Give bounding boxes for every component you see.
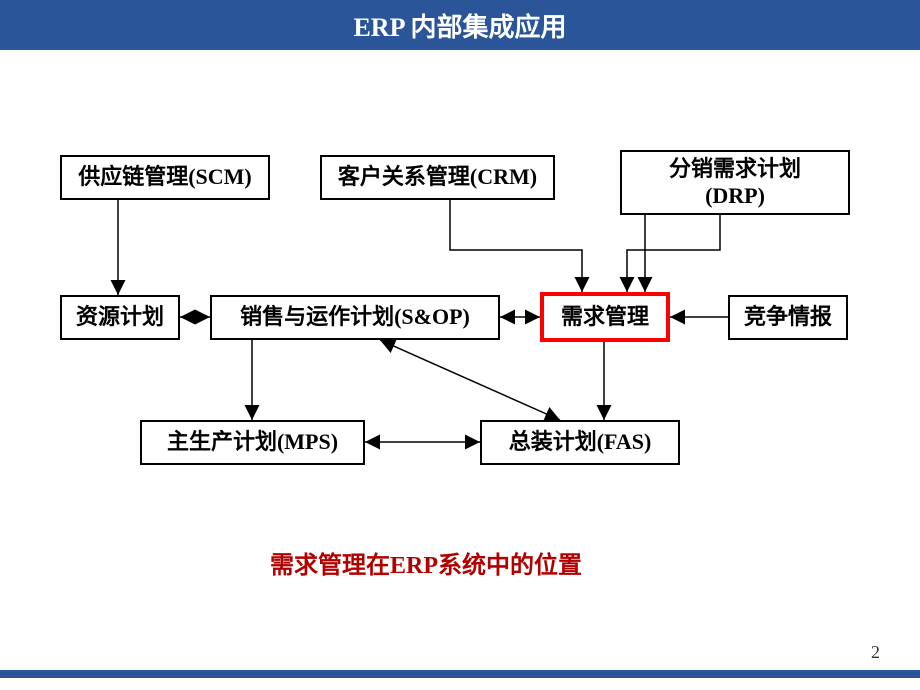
node-label: 需求管理 — [561, 304, 649, 330]
node-scm: 供应链管理(SCM) — [60, 155, 270, 200]
page-title: ERP 内部集成应用 — [353, 7, 566, 44]
edge-crm-dm — [450, 200, 582, 292]
node-crm: 客户关系管理(CRM) — [320, 155, 555, 200]
node-label: 总装计划(FAS) — [509, 429, 652, 455]
node-label: 分销需求计划 — [669, 156, 801, 182]
node-label: 竞争情报 — [744, 304, 832, 330]
node-label: 主生产计划(MPS) — [167, 429, 338, 455]
node-dm: 需求管理 — [540, 292, 670, 342]
footer-line — [0, 670, 920, 678]
node-res: 资源计划 — [60, 295, 180, 340]
node-label: 供应链管理(SCM) — [78, 164, 252, 190]
page-number: 2 — [871, 642, 880, 663]
header-bar: ERP 内部集成应用 — [0, 0, 920, 50]
node-label-2: (DRP) — [705, 183, 765, 209]
subtitle-text: 需求管理在ERP系统中的位置 — [270, 545, 582, 580]
node-mps: 主生产计划(MPS) — [140, 420, 365, 465]
node-label: 资源计划 — [76, 304, 164, 330]
node-label: 客户关系管理(CRM) — [338, 164, 537, 190]
node-drp: 分销需求计划(DRP) — [620, 150, 850, 215]
diagram-area: 供应链管理(SCM) 客户关系管理(CRM) 分销需求计划(DRP) 资源计划 销售与运… — [0, 50, 920, 640]
node-label: 销售与运作计划(S&OP) — [240, 304, 470, 330]
node-sop: 销售与运作计划(S&OP) — [210, 295, 500, 340]
edge-drp-dm2 — [627, 215, 720, 292]
node-ci: 竞争情报 — [728, 295, 848, 340]
node-fas: 总装计划(FAS) — [480, 420, 680, 465]
edge-sop-fas_diag — [380, 340, 560, 420]
